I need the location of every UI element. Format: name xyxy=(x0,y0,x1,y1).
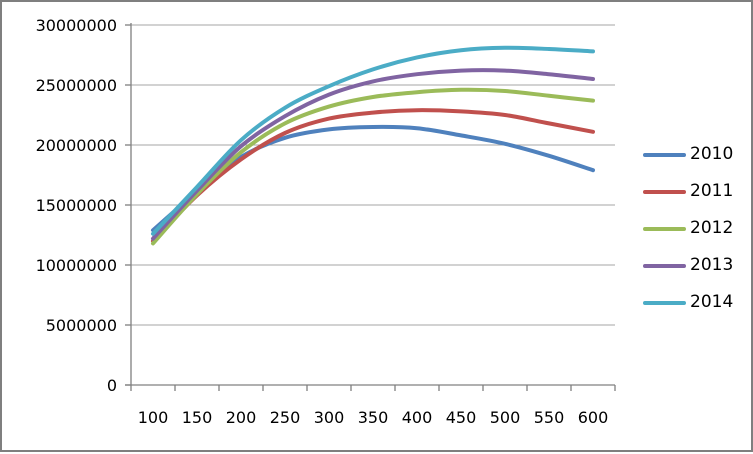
legend-item-2011: 2011 xyxy=(643,173,733,210)
x-tick-label: 400 xyxy=(402,408,433,427)
legend-swatch-icon xyxy=(643,300,686,305)
legend-swatch-icon xyxy=(643,263,686,268)
series-line-2012 xyxy=(151,87,595,246)
series-line-2014 xyxy=(151,45,595,236)
x-tick-label: 250 xyxy=(270,408,301,427)
legend-swatch-icon xyxy=(643,226,686,231)
x-tick-label: 500 xyxy=(490,408,521,427)
y-tick-label: 5000000 xyxy=(46,316,117,335)
x-tick-label: 350 xyxy=(358,408,389,427)
x-tick-label: 300 xyxy=(314,408,345,427)
legend-label: 2012 xyxy=(690,218,734,238)
legend-swatch-icon xyxy=(643,152,686,157)
y-tick-label: 30000000 xyxy=(36,16,117,35)
legend-item-2013: 2013 xyxy=(643,247,733,284)
legend-item-2014: 2014 xyxy=(643,284,733,321)
x-tick-label: 100 xyxy=(138,408,169,427)
legend-item-2010: 2010 xyxy=(643,136,733,173)
x-tick-label: 450 xyxy=(446,408,477,427)
y-tick-label: 15000000 xyxy=(36,196,117,215)
x-tick-label: 150 xyxy=(182,408,213,427)
y-tick-label: 10000000 xyxy=(36,256,117,275)
legend-label: 2013 xyxy=(690,255,734,275)
legend-item-2012: 2012 xyxy=(643,210,733,247)
legend-label: 2010 xyxy=(690,144,734,164)
series-line-2013 xyxy=(151,68,595,241)
y-tick-label: 25000000 xyxy=(36,76,117,95)
legend-label: 2011 xyxy=(690,181,734,201)
y-tick-label: 0 xyxy=(107,376,117,395)
x-tick-label: 600 xyxy=(578,408,609,427)
y-tick-label: 20000000 xyxy=(36,136,117,155)
series-line-2011 xyxy=(151,108,595,243)
legend-label: 2014 xyxy=(690,292,734,312)
legend: 2010 2011 2012 2013 2014 xyxy=(643,136,733,321)
x-tick-label: 200 xyxy=(226,408,257,427)
x-tick-label: 550 xyxy=(534,408,565,427)
legend-swatch-icon xyxy=(643,189,686,194)
